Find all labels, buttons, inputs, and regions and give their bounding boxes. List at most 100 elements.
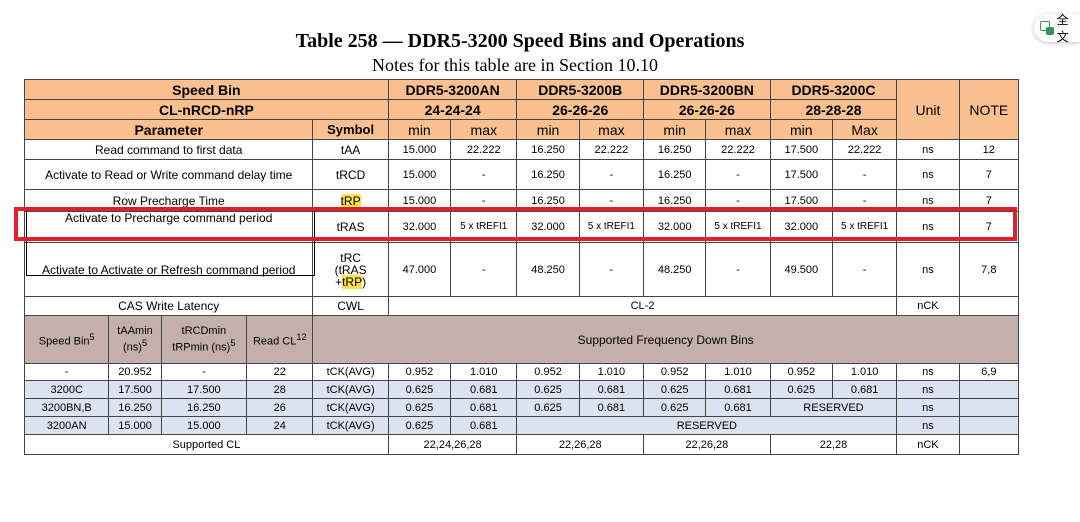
param-cell: Row Precharge Time — [23, 189, 314, 212]
supported-cl-value: 22,26,28 — [643, 434, 771, 455]
unit-cell: ns — [896, 139, 960, 160]
value-cell: 0.681 — [705, 398, 771, 417]
bin-cell: 3200C — [23, 380, 110, 399]
supported-cl-label: Supported CL — [24, 434, 389, 455]
value-cell: 0.625 — [516, 398, 580, 417]
table-row: Activate to Activate or Refresh command … — [23, 242, 1020, 297]
cl-cell: 28 — [246, 380, 314, 399]
translate-button[interactable]: 全文 — [1034, 13, 1080, 44]
value-cell: 22.222 — [578, 139, 645, 160]
value-cell: 16.250 — [643, 189, 707, 212]
value-cell: 0.681 — [831, 380, 898, 399]
bin-name-1: DDR5-3200B — [516, 79, 645, 100]
translate-label: 全文 — [1056, 13, 1069, 44]
bin-max-3: Max — [831, 119, 898, 140]
value-cell: 48.250 — [516, 242, 580, 297]
table-row: - 20.952 - 22 tCK(AVG) 0.952 1.010 0.952… — [23, 363, 1020, 381]
symbol-part: tRC — [340, 250, 361, 265]
symbol-part: ) — [362, 274, 367, 289]
unit-cell: ns — [896, 398, 960, 417]
lower-read-cl-header: Read CL12 — [246, 315, 314, 364]
translate-icon — [1040, 21, 1054, 35]
value-cell: - — [450, 159, 518, 190]
value-cell: 17.500 — [769, 189, 833, 212]
bin-cell: 3200AN — [23, 416, 110, 435]
unit-cell: ns — [896, 363, 960, 381]
bin-max-2: max — [705, 119, 771, 140]
bin-name-0: DDR5-3200AN — [387, 79, 518, 100]
value-cell: 17.500 — [769, 159, 833, 190]
bin-name-3: DDR5-3200C — [769, 79, 898, 100]
taa-cell: 16.250 — [108, 398, 162, 417]
unit-cell: ns — [896, 242, 960, 297]
note-cell: 12 — [958, 139, 1020, 160]
value-cell: 0.625 — [643, 398, 707, 417]
header-row-3: Parameter Symbol min max min max min max… — [23, 119, 1019, 140]
reserved-cell: RESERVED — [769, 398, 898, 417]
value-cell: 0.952 — [643, 363, 707, 381]
bin-timing-3: 28-28-28 — [769, 99, 898, 120]
bin-min-2: min — [643, 119, 707, 140]
symbol-cell: tCK(AVG) — [312, 363, 389, 381]
value-cell: 0.625 — [387, 380, 452, 399]
value-cell: 16.250 — [643, 139, 707, 160]
table-row: 3200C 17.500 17.500 28 tCK(AVG) 0.625 0.… — [23, 380, 1020, 399]
bin-max-0: max — [450, 119, 518, 140]
value-cell: 0.681 — [450, 380, 518, 399]
note-cell — [958, 398, 1020, 417]
value-cell: 0.952 — [516, 363, 580, 381]
header-row-2: CL-nRCD-nRP 24-24-24 26-26-26 26-26-26 2… — [24, 99, 1019, 120]
taa-cell: 20.952 — [108, 363, 162, 381]
header-row-1: Speed Bin DDR5-3200AN DDR5-3200B DDR5-32… — [24, 79, 1020, 140]
note-cell — [958, 416, 1020, 435]
value-cell: CL-2 — [387, 296, 898, 316]
table-row: Activate to Read or Write command delay … — [23, 159, 1020, 190]
table-row: 3200BN,B 16.250 16.250 26 tCK(AVG) 0.625… — [23, 398, 1020, 417]
value-cell: 0.681 — [705, 380, 771, 399]
bin-cell: 3200BN,B — [23, 398, 110, 417]
cl-header: CL-nRCD-nRP — [24, 99, 389, 120]
table-subtitle: Notes for this table are in Section 10.1… — [372, 55, 658, 75]
symbol-cell: tCK(AVG) — [312, 398, 389, 417]
note-header: NOTE — [958, 79, 1020, 140]
note-cell: 7,8 — [958, 242, 1020, 297]
note-cell — [958, 380, 1020, 399]
table-title: Table 258 — DDR5-3200 Speed Bins and Ope… — [295, 30, 745, 52]
note-cell: 7 — [958, 159, 1020, 190]
cl-cell: 26 — [246, 398, 314, 417]
cl-cell: 22 — [246, 363, 314, 381]
symbol-cell: tRC (tRAS +tRP) — [312, 242, 389, 297]
red-highlight-box — [14, 207, 1017, 241]
param-cell: Activate to Read or Write command delay … — [23, 159, 314, 190]
trcd-cell: 17.500 — [160, 380, 248, 399]
value-cell: 16.250 — [516, 139, 580, 160]
value-cell: - — [450, 242, 518, 297]
value-cell: - — [831, 159, 898, 190]
highlighted-symbol: tRP — [342, 274, 363, 289]
supported-cl-value: 22,26,28 — [516, 434, 645, 455]
lower-speed-bin-header: Speed Bin5 — [23, 315, 110, 364]
lower-header-row: Speed Bin5 tAAmin (ns)5 tRCDmin tRPmin (… — [23, 315, 1019, 364]
symbol-cell: tCK(AVG) — [312, 416, 389, 435]
symbol-part: (tRAS — [334, 262, 367, 277]
parameter-header: Parameter — [23, 119, 314, 140]
bin-timing-1: 26-26-26 — [516, 99, 645, 120]
bin-min-3: min — [769, 119, 833, 140]
value-cell: 1.010 — [831, 363, 898, 381]
value-cell: 0.952 — [769, 363, 833, 381]
unit-header: Unit — [896, 79, 960, 140]
symbol-cell: tAA — [312, 139, 389, 160]
value-cell: 17.500 — [769, 139, 833, 160]
value-cell: 49.500 — [769, 242, 833, 297]
speed-bin-table: Speed Bin DDR5-3200AN DDR5-3200B DDR5-32… — [23, 79, 1020, 455]
unit-cell: ns — [896, 159, 960, 190]
trcd-cell: - — [160, 363, 248, 381]
cl-cell: 24 — [246, 416, 314, 435]
value-cell: 0.625 — [387, 416, 452, 435]
lower-trcd-header: tRCDmin tRPmin (ns)5 — [160, 315, 248, 364]
value-cell: 22.222 — [705, 139, 771, 160]
table-row: CAS Write Latency CWL CL-2 nCK — [23, 296, 1020, 316]
reserved-cell: RESERVED — [516, 416, 898, 435]
value-cell: 48.250 — [643, 242, 707, 297]
value-cell: - — [578, 242, 645, 297]
